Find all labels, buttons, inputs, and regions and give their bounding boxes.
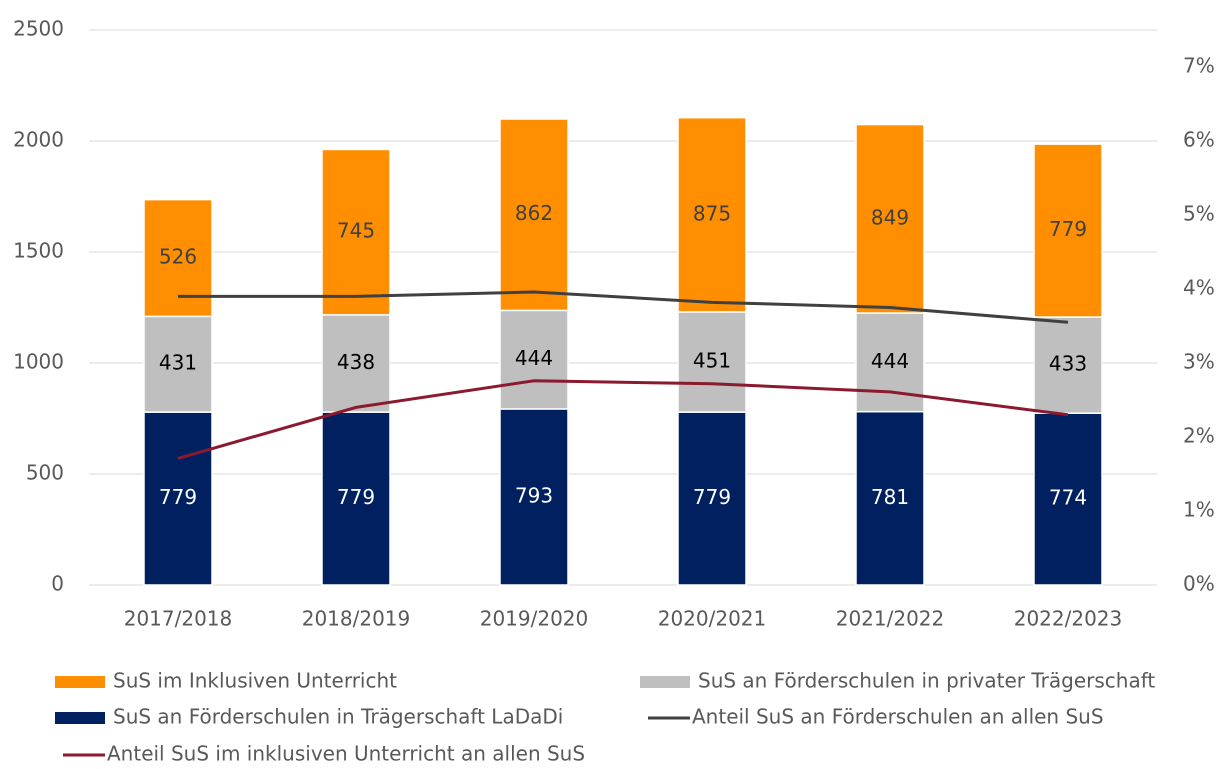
legend-label: SuS an Förderschulen in privater Trägers… bbox=[698, 669, 1155, 693]
data-label: 781 bbox=[871, 485, 909, 509]
bar-segment bbox=[143, 411, 213, 586]
legend-swatch bbox=[55, 712, 105, 724]
x-tick-label: 2021/2022 bbox=[836, 607, 945, 631]
data-label: 849 bbox=[871, 205, 909, 229]
legend-label: Anteil SuS im inklusiven Unterricht an a… bbox=[107, 742, 585, 766]
data-label: 774 bbox=[1049, 486, 1087, 510]
bar-segment bbox=[677, 411, 747, 586]
bar-segment bbox=[143, 315, 213, 413]
y2-tick-label: 5% bbox=[1183, 202, 1215, 226]
legend-label: Anteil SuS an Förderschulen an allen SuS bbox=[692, 705, 1104, 729]
data-label: 451 bbox=[693, 349, 731, 373]
y-tick-label: 2000 bbox=[13, 128, 64, 152]
data-label: 438 bbox=[337, 350, 375, 374]
bar-segment bbox=[1033, 143, 1103, 318]
legend-swatch bbox=[640, 676, 690, 688]
bar-segment bbox=[499, 408, 569, 586]
y-tick-label: 0 bbox=[51, 572, 64, 596]
bar-segment bbox=[1033, 316, 1103, 414]
bar-segment bbox=[677, 116, 747, 313]
data-label: 875 bbox=[693, 201, 731, 225]
y2-tick-label: 1% bbox=[1183, 498, 1215, 522]
y2-tick-label: 4% bbox=[1183, 276, 1215, 300]
data-label: 862 bbox=[515, 201, 553, 225]
y-tick-label: 1000 bbox=[13, 350, 64, 374]
data-label: 779 bbox=[1049, 217, 1087, 241]
data-label: 433 bbox=[1049, 352, 1087, 376]
bar-segment bbox=[499, 309, 569, 410]
legend-swatch bbox=[55, 676, 105, 688]
y2-tick-label: 0% bbox=[1183, 572, 1215, 596]
bar-segment bbox=[855, 410, 925, 586]
line-series bbox=[178, 290, 1069, 324]
data-label: 745 bbox=[337, 219, 375, 243]
legend-label: SuS im Inklusiven Unterricht bbox=[113, 669, 397, 693]
data-label: 526 bbox=[159, 244, 197, 268]
bar-segment bbox=[1033, 412, 1103, 586]
y2-tick-label: 2% bbox=[1183, 424, 1215, 448]
x-tick-label: 2022/2023 bbox=[1014, 607, 1123, 631]
data-label: 779 bbox=[159, 485, 197, 509]
data-label: 779 bbox=[693, 485, 731, 509]
y2-tick-label: 3% bbox=[1183, 350, 1215, 374]
data-label: 793 bbox=[515, 483, 553, 507]
legend-label: SuS an Förderschulen in Trägerschaft LaD… bbox=[113, 705, 563, 729]
x-tick-label: 2019/2020 bbox=[480, 607, 589, 631]
bar-segment bbox=[499, 118, 569, 312]
bar-segment bbox=[677, 311, 747, 413]
line-series bbox=[177, 379, 1069, 460]
bar-segment bbox=[321, 314, 391, 413]
y-tick-label: 2500 bbox=[13, 17, 64, 41]
y-tick-label: 500 bbox=[26, 461, 64, 485]
y-tick-label: 1500 bbox=[13, 239, 64, 263]
data-label: 431 bbox=[159, 351, 197, 375]
data-label: 779 bbox=[337, 485, 375, 509]
x-tick-label: 2018/2019 bbox=[302, 607, 411, 631]
data-label: 444 bbox=[871, 349, 909, 373]
x-tick-label: 2020/2021 bbox=[658, 607, 767, 631]
bar-segment bbox=[321, 148, 391, 316]
y2-tick-label: 7% bbox=[1183, 54, 1215, 78]
y2-tick-label: 6% bbox=[1183, 128, 1215, 152]
x-tick-label: 2017/2018 bbox=[124, 607, 233, 631]
data-label: 444 bbox=[515, 346, 553, 370]
bar-segment bbox=[855, 123, 925, 314]
